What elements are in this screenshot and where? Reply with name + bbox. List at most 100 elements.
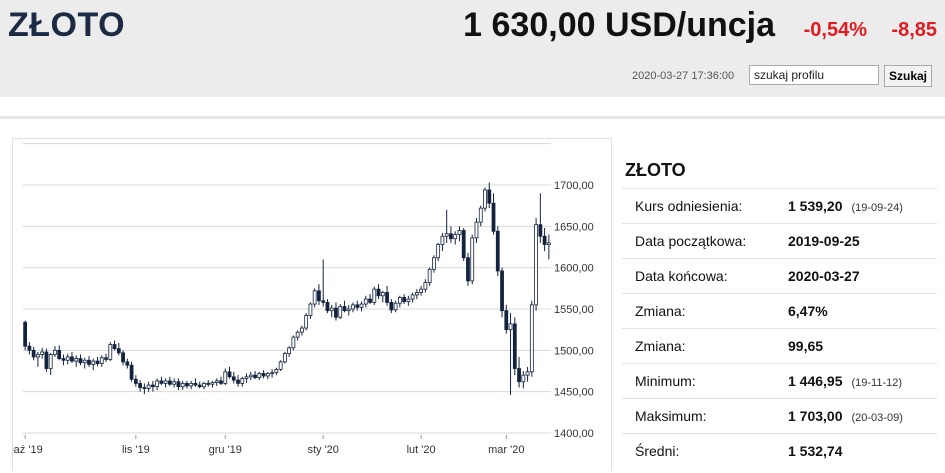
candle-body — [444, 233, 449, 237]
candle-body — [342, 306, 347, 312]
candle-body — [406, 298, 411, 302]
candle-body — [529, 304, 534, 373]
info-title: ZŁOTO — [625, 160, 686, 180]
candle-body — [180, 382, 185, 388]
candle-body — [491, 202, 496, 232]
candle-body — [172, 381, 177, 385]
candle-body — [189, 382, 194, 387]
x-tick-label: lut '20 — [407, 444, 436, 456]
candle-body — [133, 378, 138, 384]
stats-row: Maksimum: 1 703,00 (20-03-09) — [622, 398, 937, 433]
content-panel — [0, 116, 945, 473]
stats-table: Kurs odniesienia: 1 539,20 (19-09-24) Data … — [622, 188, 937, 468]
candle-body — [248, 374, 253, 378]
candle-body — [312, 290, 317, 305]
stats-value: 1 539,20 (19-09-24) — [788, 198, 903, 214]
stats-label: Kurs odniesienia: — [635, 198, 743, 214]
candle-body — [82, 359, 87, 364]
candle-body — [449, 233, 453, 240]
candle-body — [146, 384, 151, 389]
candle-body — [385, 292, 389, 303]
stats-label: Minimum: — [635, 373, 696, 389]
change-absolute: -8,85 — [891, 19, 937, 41]
candle-body — [546, 242, 551, 245]
candle-body — [176, 381, 181, 388]
price-chart[interactable]: 1700,00 1650,00 1600,00 1550,00 1500,00 1450,… — [13, 139, 611, 471]
candle-body — [304, 315, 309, 329]
instrument-name: ZŁOTO — [8, 6, 126, 44]
search-button[interactable]: Szukaj — [884, 65, 932, 87]
candle-body — [202, 382, 206, 388]
candle-body — [346, 308, 351, 312]
stats-row: Średni: 1 532,74 — [622, 433, 937, 468]
stats-row: Minimum: 1 446,95 (19-11-12) — [622, 363, 937, 398]
change-percent: -0,54% — [803, 19, 867, 41]
stats-value: 2019-09-25 — [788, 233, 860, 249]
stats-value: 1 532,74 — [788, 443, 843, 459]
candle-body — [244, 376, 249, 379]
candle-body — [236, 379, 240, 384]
candle-body — [40, 351, 45, 355]
y-tick-label: 1500,00 — [554, 345, 594, 357]
stats-row: Zmiana: 99,65 — [622, 328, 937, 363]
candle-body — [325, 301, 330, 312]
stats-date: (19-09-24) — [851, 202, 903, 214]
header-bar: ZŁOTO 1 630,00 USD/uncja -0,54% -8,85 20… — [0, 0, 945, 97]
x-tick-label: gru '19 — [209, 444, 242, 456]
candle-body — [265, 373, 270, 377]
candle-body — [27, 345, 32, 351]
candle-body — [129, 364, 134, 380]
stats-value: 6,47% — [788, 303, 828, 319]
y-tick-label: 1400,00 — [554, 428, 594, 440]
candle-body — [219, 380, 223, 384]
candle-body — [410, 294, 415, 300]
candle-body — [74, 358, 79, 362]
candle-body — [478, 207, 483, 223]
candle-body — [278, 361, 283, 370]
candle-body — [287, 347, 292, 355]
candle-body — [397, 297, 402, 304]
y-tick-label: 1700,00 — [554, 180, 594, 192]
candle-body — [193, 382, 198, 386]
stats-value: 2020-03-27 — [788, 268, 860, 284]
stats-label: Zmiana: — [635, 338, 686, 354]
candle-body — [44, 351, 49, 369]
candle-body — [104, 357, 108, 360]
y-tick-label: 1550,00 — [554, 304, 594, 316]
stats-date: (20-03-09) — [851, 412, 903, 424]
candle-body — [210, 382, 215, 385]
candle-body — [504, 310, 509, 331]
candle-body — [282, 353, 287, 363]
candle-body — [163, 380, 168, 384]
y-tick-label: 1600,00 — [554, 263, 594, 275]
stats-row: Zmiana: 6,47% — [622, 293, 937, 328]
candle-body — [402, 297, 406, 302]
stats-row: Data początkowa: 2019-09-25 — [622, 223, 937, 258]
candle-body — [214, 380, 219, 383]
x-tick-label: mar '20 — [488, 444, 524, 456]
candle-body — [112, 344, 117, 350]
candle-body — [308, 303, 313, 317]
candle-body — [142, 387, 147, 389]
candle-body — [376, 288, 381, 297]
quote-timestamp: 2020-03-27 17:36:00 — [632, 70, 735, 82]
candle-body — [338, 306, 343, 318]
search-input[interactable] — [749, 65, 879, 85]
candle-body — [291, 336, 296, 349]
candle-body — [457, 230, 462, 236]
candle-body — [295, 331, 300, 338]
candle-body — [150, 384, 155, 388]
candle-body — [57, 349, 62, 359]
candle-body — [78, 358, 83, 364]
stats-value: 1 446,95 (19-11-12) — [788, 373, 903, 389]
candle-body — [534, 224, 538, 306]
candle-body — [197, 384, 202, 388]
candle-body — [414, 292, 419, 296]
candle-body — [355, 304, 360, 308]
stats-row: Data końcowa: 2020-03-27 — [622, 258, 937, 293]
candle-body — [257, 373, 262, 379]
x-tick-label: paź '19 — [13, 444, 43, 456]
candle-body — [108, 344, 113, 360]
stats-row: Kurs odniesienia: 1 539,20 (19-09-24) — [622, 188, 937, 223]
candle-body — [359, 303, 364, 308]
